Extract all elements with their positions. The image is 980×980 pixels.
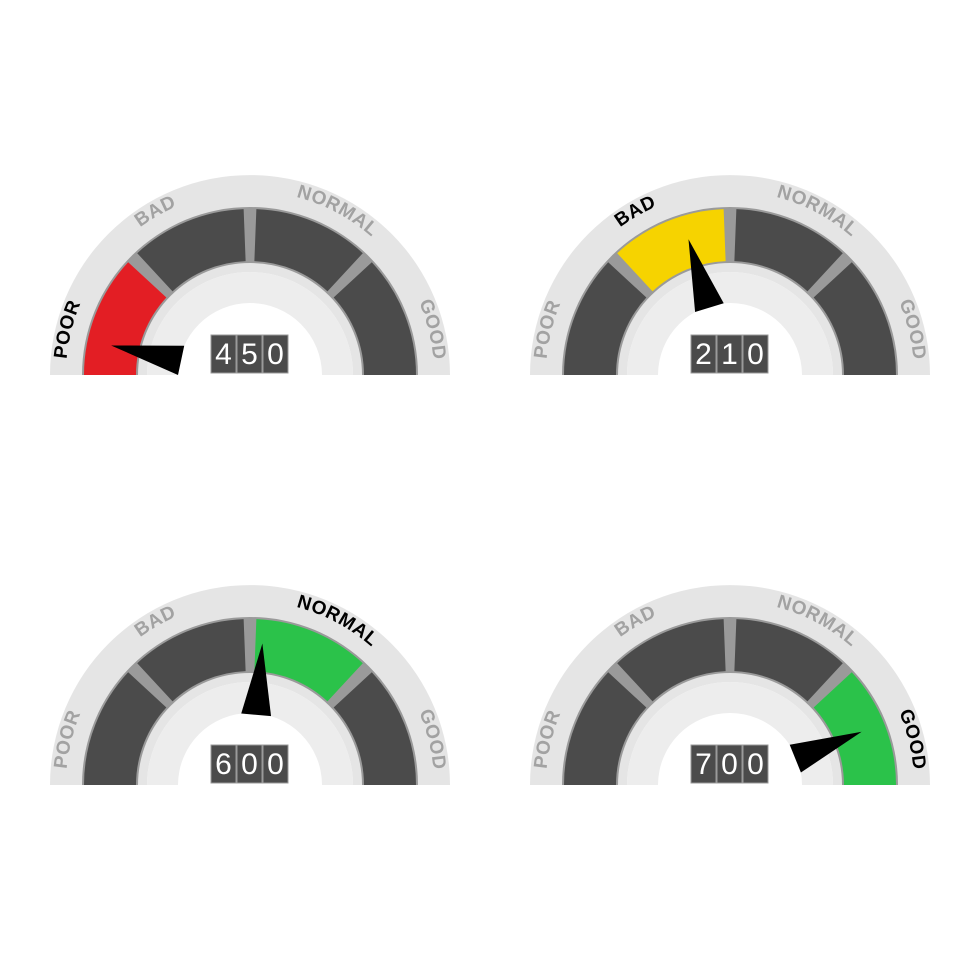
gauge: POORBADNORMALGOOD450 [30,165,470,405]
gauge-cell-4: POORBADNORMALGOOD700 [500,550,960,840]
value-digit: 1 [721,338,738,371]
value-digit: 0 [267,748,284,781]
value-digit: 4 [215,338,232,371]
value-digit: 2 [695,338,712,371]
value-digit: 0 [747,338,764,371]
gauge-cell-3: POORBADNORMALGOOD600 [20,550,480,840]
gauge-cell-2: POORBADNORMALGOOD210 [500,140,960,430]
value-digit: 0 [241,748,258,781]
value-digit: 0 [747,748,764,781]
value-digit: 0 [721,748,738,781]
gauge: POORBADNORMALGOOD700 [510,575,950,815]
gauge-cell-1: POORBADNORMALGOOD450 [20,140,480,430]
value-digit: 7 [695,748,712,781]
gauge: POORBADNORMALGOOD600 [30,575,470,815]
gauge: POORBADNORMALGOOD210 [510,165,950,405]
value-digit: 6 [215,748,232,781]
gauge-grid: POORBADNORMALGOOD450 POORBADNORMALGOOD21… [0,0,980,980]
value-digit: 5 [241,338,258,371]
value-digit: 0 [267,338,284,371]
